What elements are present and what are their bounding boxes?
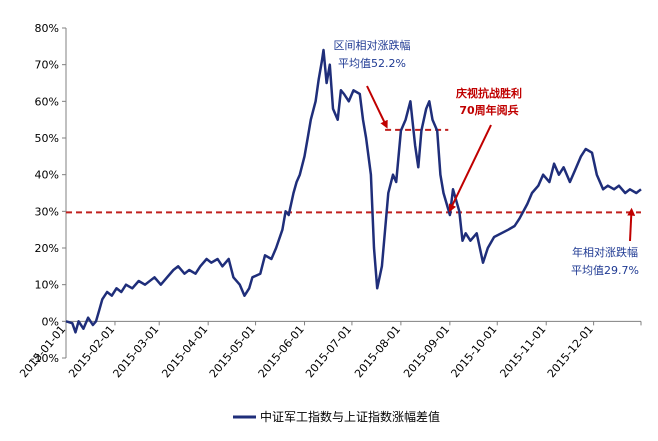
annotation-text: 区间相对涨跌幅 — [334, 38, 411, 52]
x-tick-label: 2015-03-01 — [110, 323, 161, 380]
annotation-arrow — [366, 85, 388, 129]
annotation-text: 庆视抗战胜利 — [455, 86, 522, 100]
y-tick-label: 30% — [35, 205, 59, 218]
y-tick-label: 60% — [35, 95, 59, 108]
annotation-text: 70周年阅兵 — [459, 103, 518, 117]
x-tick-label: 2015-07-01 — [303, 323, 354, 380]
y-tick-label: 80% — [35, 22, 59, 35]
y-tick-label: -10% — [31, 352, 59, 365]
x-tick-label: 2015-05-01 — [207, 323, 258, 380]
y-tick-label: 0% — [42, 315, 59, 328]
annotation-text: 年相对涨跌幅 — [572, 245, 638, 259]
x-tick-label: 2015-08-01 — [352, 323, 403, 380]
series-line — [65, 48, 642, 334]
annotation-arrow — [448, 124, 492, 213]
x-tick-label: 2015-04-01 — [159, 323, 210, 380]
y-tick-label: 50% — [35, 132, 59, 145]
y-tick-label: 10% — [35, 279, 59, 292]
x-tick-label: 2015-11-01 — [497, 323, 548, 380]
legend: 中证军工指数与上证指数涨幅差值 — [233, 409, 440, 424]
y-tick-label: 20% — [35, 242, 59, 255]
reference-lines — [66, 128, 641, 214]
x-tick-label: 2015-06-01 — [256, 323, 307, 380]
y-tick-label: 70% — [35, 59, 59, 72]
x-tick-label: 2015-09-01 — [401, 323, 452, 380]
y-tick-label: 40% — [35, 169, 59, 182]
annotation-arrow — [627, 207, 636, 242]
legend-label: 中证军工指数与上证指数涨幅差值 — [260, 409, 440, 424]
x-tick-label: 2015-12-01 — [545, 323, 596, 380]
series-layer — [65, 48, 642, 334]
x-tick-label: 2015-01-01 — [17, 323, 68, 380]
annotation-text: 平均值29.7% — [571, 264, 639, 277]
x-tick-label: 2015-10-01 — [448, 323, 499, 380]
annotation-text: 平均值52.2% — [338, 57, 406, 70]
